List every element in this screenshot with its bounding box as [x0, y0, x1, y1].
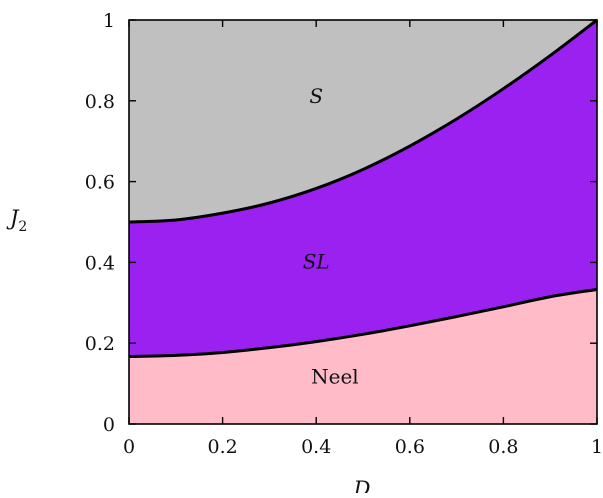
y-tick-label: 0.4: [85, 252, 115, 274]
regions-layer: [129, 20, 597, 424]
y-axis-label: J2: [6, 206, 27, 235]
boundary-layer: [128, 18, 598, 359]
x-axis-label: D: [353, 477, 371, 493]
x-tick-label: 1: [591, 436, 603, 458]
region-neel-area: [129, 289, 597, 424]
y-tick-label: 0.2: [85, 333, 115, 355]
region-label-sl: SL: [303, 249, 330, 273]
ticks-layer: 0 0.2 0.4 0.6 0.8 1 0 0.2 0.4 0.6 0.8 1: [85, 10, 603, 458]
labels-layer: S SL Neel: [303, 84, 359, 389]
boundary-line-neel-sl: [128, 287, 598, 359]
region-sl-area: [129, 20, 597, 357]
x-tick-label: 0.2: [207, 436, 237, 458]
y-tick-label: 0: [103, 414, 115, 436]
x-tick-label: 0.8: [488, 436, 518, 458]
y-tick-label: 0.6: [85, 172, 115, 194]
x-tick-label: 0.6: [395, 436, 425, 458]
region-label-s: S: [309, 84, 323, 108]
y-tick-label: 1: [103, 10, 115, 32]
region-s-area: [129, 20, 597, 222]
y-axis-label-main: J: [6, 206, 20, 230]
boundary-line-sl-s: [128, 18, 598, 224]
region-label-neel: Neel: [311, 365, 359, 389]
plot-frame: [128, 19, 598, 425]
y-tick-label: 0.8: [85, 91, 115, 113]
x-tick-label: 0: [123, 436, 135, 458]
y-axis-label-subscript: 2: [18, 219, 27, 235]
x-tick-label: 0.4: [301, 436, 331, 458]
